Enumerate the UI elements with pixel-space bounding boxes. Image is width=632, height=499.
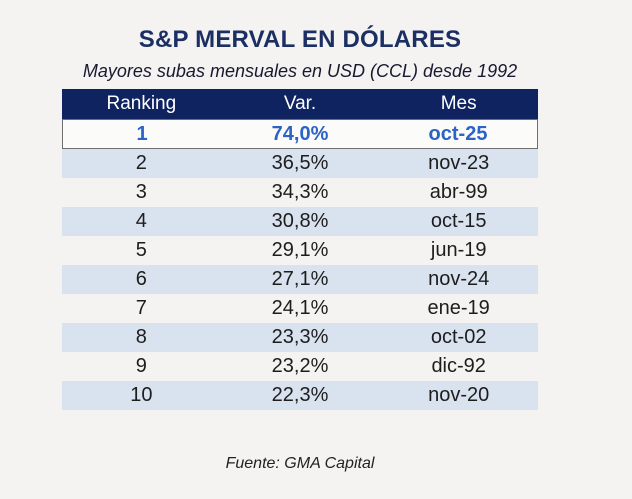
table-row: 7 24,1% ene-19 [62, 294, 538, 323]
table-row: 3 34,3% abr-99 [62, 178, 538, 207]
column-header-mes: Mes [440, 93, 477, 114]
cell-ranking: 10 [130, 384, 153, 406]
cell-var: 34,3% [271, 181, 329, 203]
column-header-var: Var. [283, 93, 317, 114]
table-row: 6 27,1% nov-24 [62, 265, 538, 294]
cell-mes: nov-20 [428, 384, 490, 406]
cell-ranking: 5 [135, 239, 147, 261]
cell-var: 29,1% [271, 239, 329, 261]
cell-var: 27,1% [271, 268, 329, 290]
table-row: 4 30,8% oct-15 [62, 207, 538, 236]
table-row: 8 23,3% oct-02 [62, 323, 538, 352]
page-title: S&P MERVAL EN DÓLARES [138, 26, 462, 53]
content-column: S&P MERVAL EN DÓLARES Mayores subas mens… [62, 0, 538, 474]
cell-var: 23,2% [271, 355, 329, 377]
cell-mes: abr-99 [429, 181, 488, 203]
source-note: Fuente: GMA Capital [225, 455, 375, 472]
cell-ranking: 3 [135, 181, 147, 203]
cell-mes: nov-23 [428, 152, 490, 174]
cell-mes: oct-25 [428, 122, 488, 145]
cell-var: 74,0% [271, 122, 329, 145]
table-row: 5 29,1% jun-19 [62, 236, 538, 265]
column-header-ranking: Ranking [106, 93, 177, 114]
cell-var: 36,5% [271, 152, 329, 174]
cell-var: 22,3% [271, 384, 329, 406]
cell-ranking: 7 [135, 297, 147, 319]
table-row: 1 74,0% oct-25 [62, 119, 538, 149]
cell-ranking: 1 [136, 122, 148, 145]
cell-ranking: 6 [135, 268, 147, 290]
table-row: 10 22,3% nov-20 [62, 381, 538, 410]
cell-ranking: 9 [135, 355, 147, 377]
cell-mes: oct-02 [430, 326, 487, 348]
cell-var: 30,8% [271, 210, 329, 232]
cell-mes: dic-92 [431, 355, 486, 377]
cell-var: 23,3% [271, 326, 329, 348]
table-row: 9 23,2% dic-92 [62, 352, 538, 381]
cell-mes: jun-19 [430, 239, 487, 261]
cell-ranking: 8 [135, 326, 147, 348]
cell-mes: oct-15 [430, 210, 487, 232]
cell-var: 24,1% [271, 297, 329, 319]
cell-mes: ene-19 [427, 297, 490, 319]
ranking-table: Ranking Var. Mes 1 74,0% oct-25 2 36,5% nov-2… [62, 89, 538, 410]
cell-ranking: 2 [135, 152, 147, 174]
cell-mes: nov-24 [428, 268, 490, 290]
table-row: 2 36,5% nov-23 [62, 149, 538, 178]
table-header-row: Ranking Var. Mes [62, 89, 538, 119]
cell-ranking: 4 [135, 210, 147, 232]
table-body: 1 74,0% oct-25 2 36,5% nov-23 3 34,3% abr-99 4 30,… [62, 119, 538, 410]
subtitle: Mayores subas mensuales en USD (CCL) des… [82, 61, 518, 81]
